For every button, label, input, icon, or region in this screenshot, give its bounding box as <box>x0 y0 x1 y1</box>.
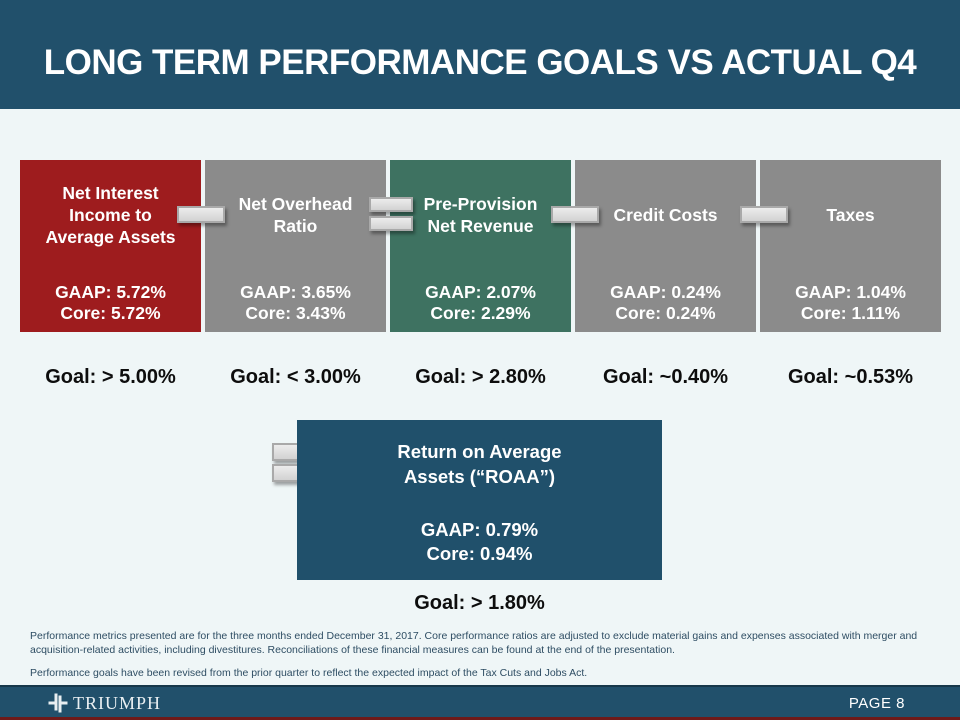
brand-name: TRIUMPH <box>73 692 162 713</box>
roaa-title: Return on Average Assets (“ROAA”) <box>297 440 662 490</box>
metric-box-pre-provision-net-revenue: Pre-Provision Net Revenue GAAP: 2.07% Co… <box>390 160 571 332</box>
metric-values: GAAP: 1.04% Core: 1.11% <box>760 282 941 324</box>
goal-roaa: Goal: > 1.80% <box>414 592 545 614</box>
equals-icon <box>369 197 413 212</box>
triumph-logo-icon <box>48 693 68 713</box>
metric-values: GAAP: 5.72% Core: 5.72% <box>20 282 201 324</box>
metric-gaap: GAAP: 0.24% <box>610 282 721 302</box>
roaa-title-line1: Return on Average <box>397 441 562 462</box>
footer-bar: TRIUMPH PAGE 8 <box>0 685 960 719</box>
goal-pre-provision-net-revenue: Goal: > 2.80% <box>415 366 546 388</box>
goal-credit-costs: Goal: ~0.40% <box>602 366 729 388</box>
minus-icon <box>740 206 788 223</box>
metric-title: Pre-Provision Net Revenue <box>423 194 538 236</box>
goal-net-overhead-ratio: Goal: < 3.00% <box>230 366 361 388</box>
goal-net-interest-income: Goal: > 5.00% <box>45 366 176 388</box>
equals-icon <box>369 216 413 231</box>
roaa-title-line2: Assets (“ROAA”) <box>403 465 556 487</box>
metric-title: Net Overhead Ratio <box>238 194 353 236</box>
metric-core: Core: 1.11% <box>800 303 901 323</box>
header-banner: LONG TERM PERFORMANCE GOALS VS ACTUAL Q4 <box>0 0 960 109</box>
minus-icon <box>177 206 225 223</box>
metric-title: Taxes <box>826 205 875 226</box>
roaa-core: Core: 0.94% <box>426 542 533 564</box>
metric-values: GAAP: 0.24% Core: 0.24% <box>575 282 756 324</box>
goal-taxes: Goal: ~0.53% <box>787 366 914 388</box>
footnote-core-metrics: Performance metrics presented are for th… <box>30 630 918 657</box>
metric-core: Core: 2.29% <box>430 303 531 323</box>
metric-gaap: GAAP: 5.72% <box>55 282 166 302</box>
metric-core: Core: 0.24% <box>615 303 716 323</box>
metric-box-taxes: Taxes GAAP: 1.04% Core: 1.11% <box>760 160 941 332</box>
page-title: LONG TERM PERFORMANCE GOALS VS ACTUAL Q4 <box>43 42 917 82</box>
metric-gaap: GAAP: 2.07% <box>425 282 536 302</box>
roaa-values: GAAP: 0.79% Core: 0.94% <box>297 518 662 566</box>
metric-values: GAAP: 2.07% Core: 2.29% <box>390 282 571 324</box>
metric-title: Credit Costs <box>613 205 718 226</box>
metric-box-net-overhead-ratio: Net Overhead Ratio GAAP: 3.65% Core: 3.4… <box>205 160 386 332</box>
metric-values: GAAP: 3.65% Core: 3.43% <box>205 282 386 324</box>
metric-gaap: GAAP: 3.65% <box>240 282 351 302</box>
metric-core: Core: 3.43% <box>245 303 346 323</box>
metric-gaap: GAAP: 1.04% <box>795 282 906 302</box>
page-number: PAGE 8 <box>848 694 905 712</box>
footer-accent-strip <box>0 717 960 720</box>
roaa-box: Return on Average Assets (“ROAA”) GAAP: … <box>297 420 662 580</box>
metric-box-credit-costs: Credit Costs GAAP: 0.24% Core: 0.24% <box>575 160 756 332</box>
metric-core: Core: 5.72% <box>60 303 161 323</box>
footnote-tax-act: Performance goals have been revised from… <box>30 667 588 679</box>
minus-icon <box>551 206 599 223</box>
brand-logo: TRIUMPH <box>48 693 161 714</box>
metric-title: Net Interest Income to Average Assets <box>45 183 176 247</box>
roaa-gaap: GAAP: 0.79% <box>420 518 539 540</box>
metric-box-net-interest-income: Net Interest Income to Average Assets GA… <box>20 160 201 332</box>
